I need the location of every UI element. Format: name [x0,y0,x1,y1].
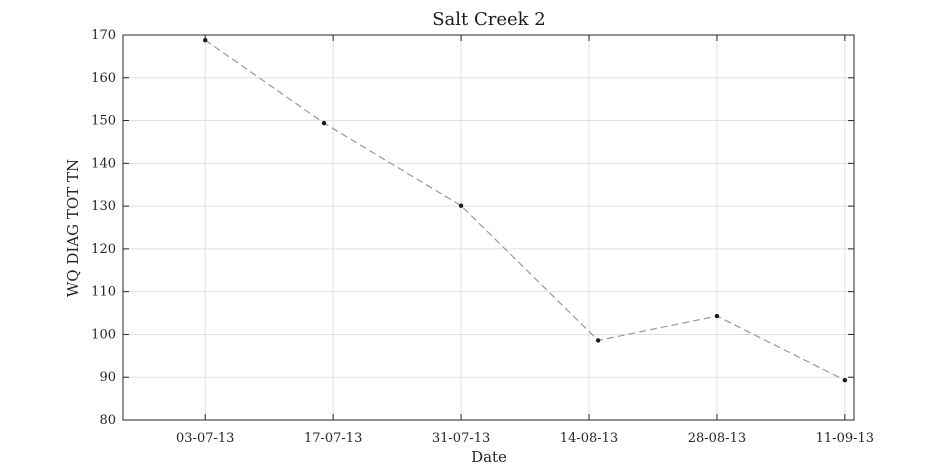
x-tick-label: 11-09-13 [816,431,874,446]
data-point [842,378,848,383]
y-tick-label: 110 [91,285,116,300]
y-tick-label: 160 [91,71,116,86]
y-tick-label: 100 [91,327,116,342]
y-tick-label: 170 [91,28,116,43]
series-line [204,39,846,381]
x-tick-label: 31-07-13 [432,431,490,446]
grid [123,34,854,421]
y-tick-label: 150 [91,114,116,129]
chart-title: Salt Creek 2 [432,9,546,30]
y-tick-label: 140 [91,156,116,171]
axis-ticks: 80 90 100 110 120 130 140 150 160 170 03-07-13 17-0… [91,28,874,446]
x-tick-label: 03-07-13 [176,431,234,446]
x-tick-label: 17-07-13 [304,431,362,446]
y-tick-label: 80 [99,413,116,428]
data-point [595,338,601,343]
x-tick-label: 14-08-13 [560,431,618,446]
data-point [714,313,720,319]
data-point [458,203,464,208]
plot-area-frame [122,34,855,421]
y-tick-label: 130 [91,199,116,214]
y-tick-label: 120 [91,242,116,257]
plot-series [203,37,848,383]
data-point [321,120,327,126]
y-tick-label: 90 [99,370,116,385]
x-tick-label: 28-08-13 [688,431,746,446]
x-axis-label: Date [471,448,507,466]
y-axis-label: WQ DIAG TOT TN [64,159,82,297]
